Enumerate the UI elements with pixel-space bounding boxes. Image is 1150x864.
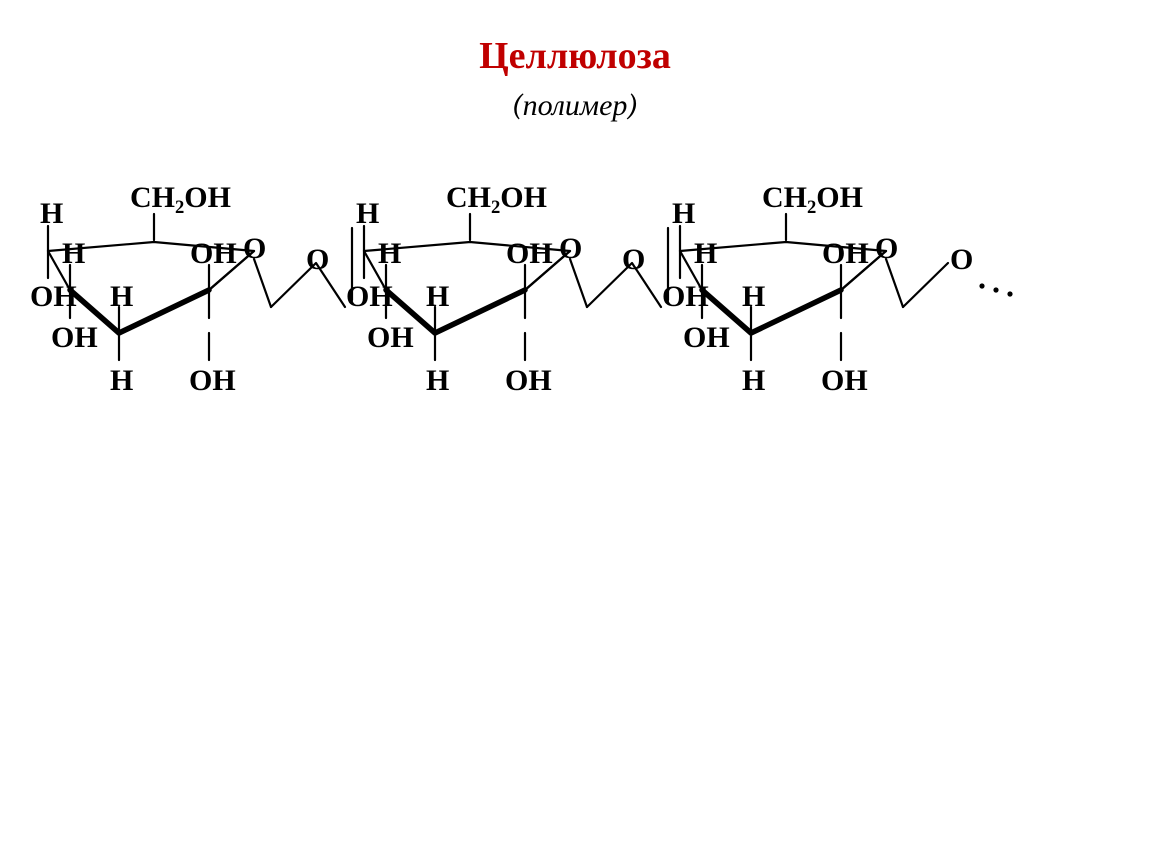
svg-text:H: H	[356, 197, 379, 230]
svg-text:OH: OH	[822, 237, 869, 270]
svg-text:OH: OH	[189, 364, 236, 397]
svg-text:H: H	[62, 237, 85, 270]
svg-text:H: H	[742, 280, 765, 313]
svg-text:OH: OH	[683, 321, 730, 354]
svg-text:O: O	[306, 243, 329, 276]
svg-text:H: H	[742, 364, 765, 397]
svg-text:H: H	[672, 197, 695, 230]
svg-text:OH: OH	[367, 321, 414, 354]
svg-text:OH: OH	[505, 364, 552, 397]
cellulose-structure-diagram: OCH2OHHOHHOHHHOHOHOOCH2OHHOHHOHHHOHOHOOC…	[0, 0, 1150, 864]
svg-text:OH: OH	[506, 237, 553, 270]
svg-text:OH: OH	[51, 321, 98, 354]
svg-text:CH2OH: CH2OH	[446, 181, 547, 218]
svg-text:H: H	[40, 197, 63, 230]
svg-text:H: H	[378, 237, 401, 270]
svg-text:OH: OH	[190, 237, 237, 270]
svg-text:H: H	[694, 237, 717, 270]
svg-text:OH: OH	[821, 364, 868, 397]
svg-text:CH2OH: CH2OH	[130, 181, 231, 218]
svg-text:H: H	[426, 364, 449, 397]
svg-text:H: H	[110, 280, 133, 313]
svg-text:O: O	[950, 243, 973, 276]
svg-text:H: H	[426, 280, 449, 313]
svg-text:CH2OH: CH2OH	[762, 181, 863, 218]
svg-text:O: O	[622, 243, 645, 276]
svg-text:H: H	[110, 364, 133, 397]
